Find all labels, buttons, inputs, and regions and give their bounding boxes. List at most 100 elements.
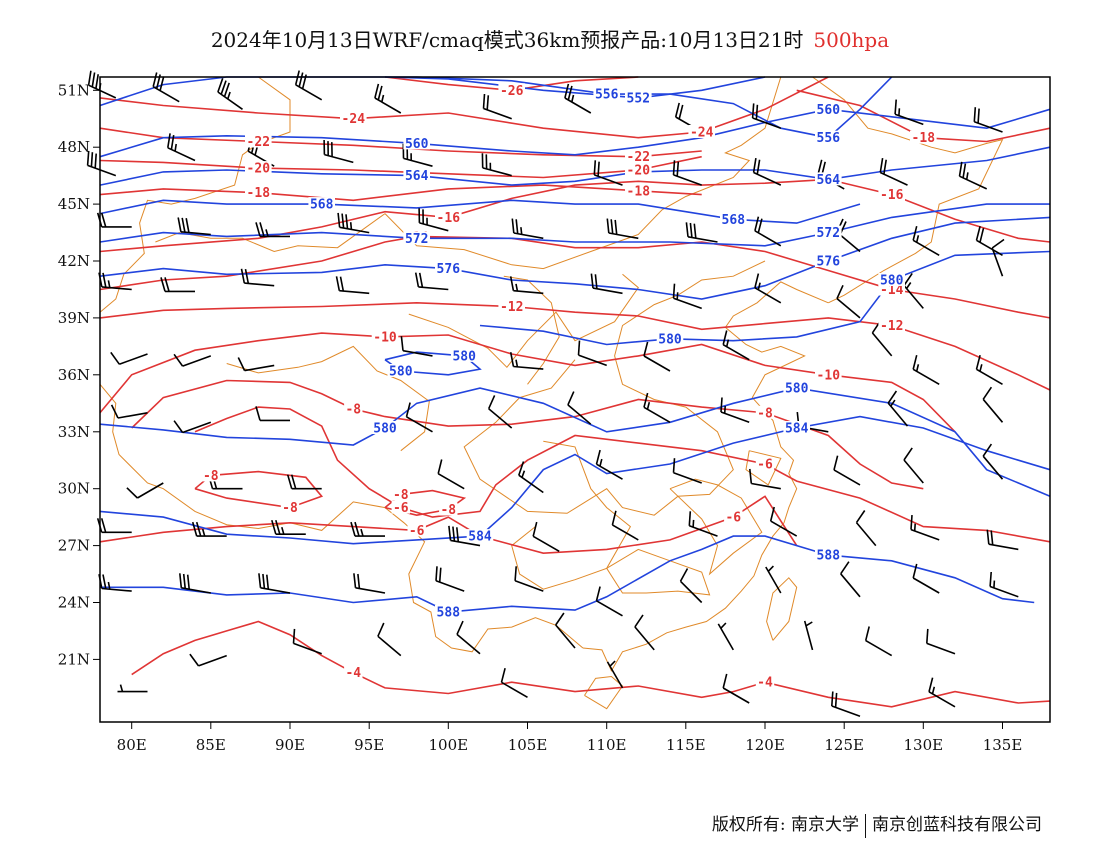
temperature-label-bg — [201, 468, 220, 482]
height-contour — [384, 76, 766, 99]
height-contour-label: 576 — [817, 255, 841, 270]
wind-barb — [448, 525, 481, 547]
temperature-contour — [194, 406, 1051, 543]
wind-barb — [831, 691, 861, 718]
wind-barb — [643, 392, 671, 423]
height-label-bg — [450, 348, 478, 362]
wind-barb — [751, 103, 782, 129]
wind-barb — [912, 355, 940, 385]
temperature-label-bg — [344, 402, 363, 415]
temperature-label-bg — [245, 161, 272, 175]
border-line — [669, 478, 763, 576]
temperature-label-bg — [815, 367, 842, 381]
lon-tick-label: 120E — [745, 736, 785, 754]
height-contour — [99, 108, 1051, 158]
temperature-contour — [99, 76, 829, 139]
temperature-contour-label: -8 — [757, 406, 773, 421]
contour-label-layer: -26-24-24-22-22-20 -20-18 -18-18-16-16-14-… — [201, 83, 937, 691]
wind-barb — [374, 83, 402, 114]
wind-barb — [910, 515, 940, 541]
temperature-label-bg — [435, 210, 462, 224]
temperature-contour — [99, 127, 702, 158]
wind-barb — [177, 217, 211, 236]
lon-tick-label: 135E — [983, 736, 1023, 754]
copyright-owner: 版权所有: 南京大学 — [711, 815, 859, 835]
height-contour-label: 564 — [817, 173, 841, 188]
temperature-label-bg — [724, 510, 743, 524]
wind-barb — [514, 566, 544, 592]
temperature-contour-label: -8 — [203, 469, 219, 484]
temperature-contour-label: -8 — [345, 403, 361, 418]
temperature-contour-label: -4 — [345, 666, 361, 681]
temperature-contour-label: -26 — [500, 84, 524, 99]
height-contour-label: 580 — [658, 332, 682, 347]
wind-barb — [518, 461, 544, 494]
wind-barb — [237, 357, 275, 372]
wind-barb — [672, 458, 702, 484]
wind-barb — [511, 218, 544, 240]
wind-barb — [577, 340, 607, 367]
height-contour-label: 564 — [405, 169, 429, 184]
height-contour — [100, 535, 1035, 613]
height-label-bg — [720, 212, 747, 226]
temperature-contour — [99, 178, 1051, 253]
wind-barb — [765, 565, 782, 594]
wind-barb — [894, 99, 924, 126]
temperature-contour-label: -8 — [440, 503, 456, 518]
temperature-label-bg — [280, 500, 300, 514]
border-line — [408, 273, 639, 369]
temperature-contour — [99, 301, 1051, 391]
height-label-bg — [878, 273, 905, 286]
border-line — [503, 275, 560, 385]
wind-barb — [679, 568, 703, 604]
wind-barb — [240, 268, 275, 287]
lon-tick-label: 80E — [117, 736, 147, 754]
axis-layer: 80E 85E 90E 95E 100E 105E 110E 115E 120E 125E 130E… — [58, 81, 1023, 754]
temperature-contour-label: -16 — [437, 211, 461, 226]
border-line — [582, 281, 829, 672]
lat-tick-label: 24N — [58, 594, 90, 612]
wind-barb — [749, 468, 781, 490]
wind-barb — [720, 397, 750, 424]
wind-barb — [110, 404, 148, 419]
temperature-label-bg — [688, 125, 715, 138]
height-contour — [99, 387, 1051, 498]
border-line — [606, 548, 711, 596]
wind-barb — [217, 78, 243, 110]
height-label-bg — [625, 90, 652, 104]
wind-barb — [258, 573, 291, 594]
temperature-label-bg — [910, 130, 937, 144]
wind-barb — [672, 160, 702, 186]
wind-barb — [903, 272, 924, 309]
height-contour-label: 580 — [785, 382, 809, 397]
temperature-label-bg — [391, 487, 410, 501]
wind-barb — [500, 668, 528, 698]
wind-barb — [717, 622, 734, 651]
border-line — [99, 383, 584, 653]
height-label-bg — [593, 87, 620, 101]
height-contour-label: 580 — [880, 274, 904, 289]
temperature-label-bg — [439, 502, 458, 516]
wind-barb — [836, 284, 861, 319]
height-contour-label: 580 — [373, 422, 397, 437]
lon-tick-label: 110E — [587, 736, 627, 754]
wind-barb — [887, 390, 909, 427]
temperature-contour-layer — [99, 76, 1051, 708]
temperature-label-bg — [625, 149, 652, 163]
temperature-contour — [99, 332, 956, 433]
wind-barb — [160, 277, 195, 293]
wind-barb — [167, 133, 196, 162]
border-line — [226, 345, 430, 452]
wind-barb — [864, 626, 893, 657]
wind-barb — [98, 574, 132, 592]
height-contour — [669, 76, 893, 139]
wind-barb — [973, 107, 1003, 133]
lat-tick-label: 30N — [58, 480, 90, 498]
temperature-contour — [131, 379, 924, 490]
height-contour-label: 580 — [389, 365, 413, 380]
wind-barb — [456, 620, 481, 655]
wind-barb — [414, 272, 449, 291]
border-line — [812, 76, 1004, 304]
height-contour — [99, 216, 1051, 300]
border-line — [511, 440, 632, 590]
